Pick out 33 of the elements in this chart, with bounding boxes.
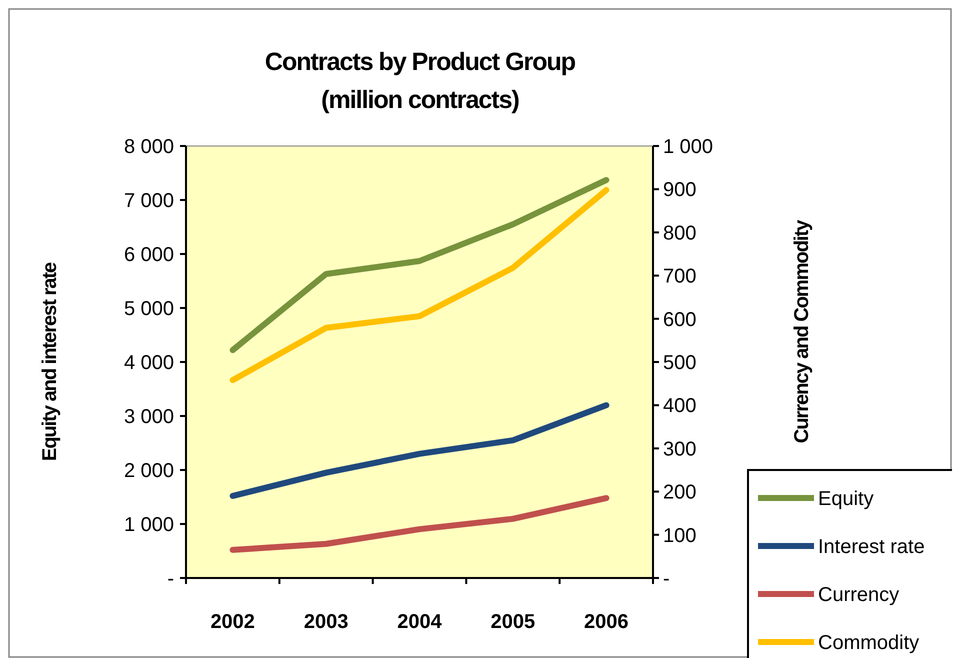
y2-tick-label: - [663, 568, 670, 590]
x-tick-label: 2004 [397, 611, 443, 633]
legend-label: Currency [818, 584, 900, 606]
x-tick-label: 2003 [304, 611, 348, 633]
y2-tick-label: 600 [663, 308, 696, 331]
y2-tick-label: 300 [663, 438, 696, 460]
y-tick-label: 2 000 [124, 460, 174, 482]
y-tick-label: 4 000 [124, 352, 174, 374]
y-tick-label: 5 000 [124, 298, 174, 320]
y-tick-label: - [167, 568, 174, 590]
y2-tick-label: 200 [663, 482, 696, 504]
y-tick-label: 3 000 [124, 406, 174, 428]
legend-label: Interest rate [818, 536, 925, 558]
y2-tick-label: 900 [663, 179, 696, 202]
x-tick-label: 2002 [210, 611, 255, 633]
chart-title: Contracts by Product Group [264, 48, 576, 76]
y-tick-label: 6 000 [124, 244, 174, 266]
y-tick-label: 1 000 [124, 514, 174, 536]
y-tick-label: 8 000 [124, 136, 174, 158]
y2-axis-title: Currency and Commodity [791, 218, 813, 444]
y2-tick-label: 500 [663, 352, 696, 374]
y-tick-label: 7 000 [124, 190, 174, 212]
x-tick-label: 2005 [490, 611, 536, 633]
y2-tick-label: 100 [663, 524, 696, 547]
legend-label: Commodity [818, 632, 920, 654]
y-axis-title: Equity and interest rate [39, 262, 61, 462]
y2-tick-label: 800 [663, 222, 696, 244]
y2-tick-label: 1 000 [663, 136, 714, 158]
y2-tick-label: 400 [663, 395, 696, 418]
legend-label: Equity [818, 488, 874, 510]
chart-subtitle: (million contracts) [321, 86, 520, 114]
y2-tick-label: 700 [663, 266, 696, 288]
x-tick-label: 2006 [584, 611, 629, 633]
